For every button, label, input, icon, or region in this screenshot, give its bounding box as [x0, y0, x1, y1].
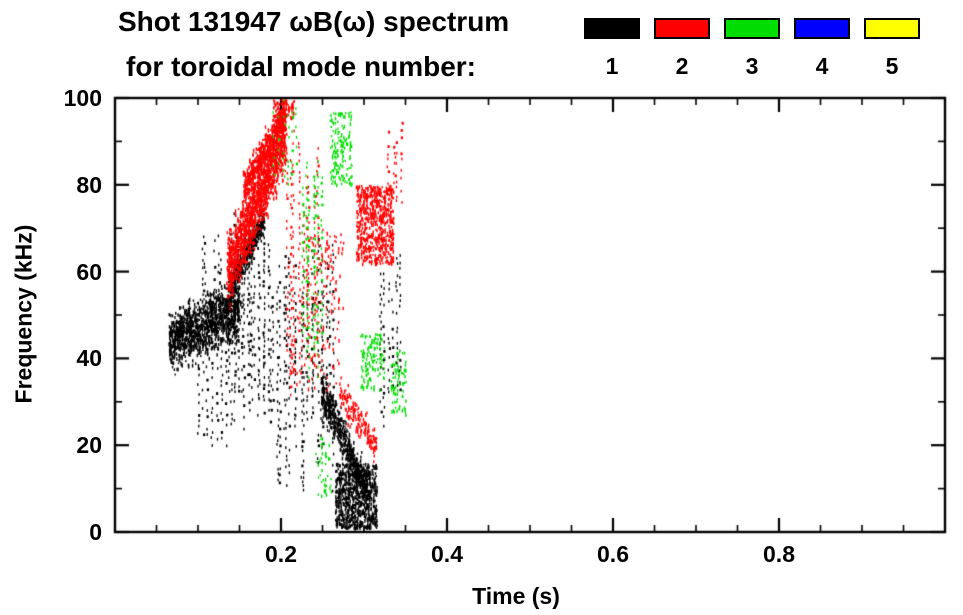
chart-subtitle: for toroidal mode number: [126, 51, 476, 82]
x-tick-label: 0.6 [597, 541, 629, 567]
x-tick-label: 0.8 [763, 541, 795, 567]
y-axis-label: Frequency (kHz) [10, 224, 37, 404]
y-tick-label: 0 [89, 519, 102, 545]
legend-label-mode-1: 1 [605, 53, 619, 79]
legend-label-mode-2: 2 [675, 53, 689, 79]
legend-swatch-mode-5 [864, 18, 920, 39]
chart-title: Shot 131947 ωB(ω) spectrum [118, 6, 510, 37]
legend-label-mode-4: 4 [815, 53, 829, 79]
x-axis-label: Time (s) [472, 583, 560, 609]
y-tick-label: 100 [63, 85, 102, 111]
y-tick-label: 20 [76, 432, 102, 459]
x-tick-label: 0.2 [265, 541, 297, 567]
legend-swatch-mode-2 [654, 18, 710, 39]
legend-label-mode-3: 3 [745, 53, 759, 79]
x-tick-label: 0.4 [431, 541, 463, 567]
y-tick-label: 60 [76, 258, 102, 285]
y-tick-label: 80 [76, 171, 102, 198]
legend-swatch-mode-4 [794, 18, 850, 39]
y-tick-label: 40 [76, 345, 102, 372]
legend-label-mode-5: 5 [885, 53, 899, 79]
legend-swatch-mode-3 [724, 18, 780, 39]
legend-swatch-mode-1 [584, 18, 640, 39]
